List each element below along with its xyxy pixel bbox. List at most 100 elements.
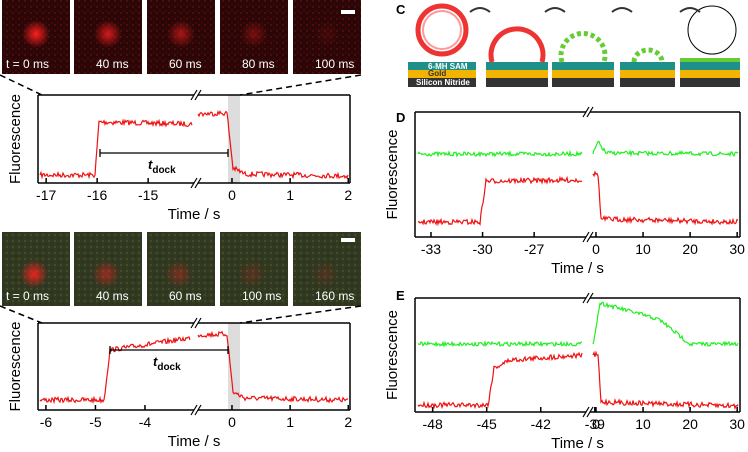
panel-label: E bbox=[396, 288, 405, 303]
axis-break bbox=[194, 317, 202, 329]
interval-label-main: t bbox=[148, 157, 153, 172]
x-tick-label: -17 bbox=[36, 187, 56, 203]
axis-break bbox=[190, 317, 198, 329]
zoom-line bbox=[0, 74, 43, 96]
x-tick-label: 0 bbox=[592, 241, 600, 257]
x-tick-label: 1 bbox=[286, 414, 294, 430]
trace-red bbox=[417, 350, 739, 410]
scale-bar bbox=[341, 10, 355, 14]
x-tick-label: 0 bbox=[228, 187, 236, 203]
fluorescent-spot bbox=[20, 260, 48, 288]
x-tick-label: 10 bbox=[635, 416, 651, 432]
zoom-line bbox=[0, 305, 43, 324]
trace-red bbox=[39, 109, 349, 180]
axis-break bbox=[190, 404, 198, 416]
axis-break bbox=[586, 231, 594, 243]
axis-break bbox=[586, 292, 594, 304]
y-axis-label: Fluorescence bbox=[384, 310, 401, 400]
axis-break bbox=[194, 89, 202, 101]
x-tick-label: 20 bbox=[682, 416, 698, 432]
axis-break bbox=[586, 106, 594, 118]
x-tick-label: -33 bbox=[421, 241, 441, 257]
fluorescent-spot bbox=[94, 20, 122, 48]
x-tick-label: 0 bbox=[592, 416, 600, 432]
trace-red bbox=[417, 170, 739, 227]
fluorescent-spot bbox=[240, 20, 268, 48]
axis-break bbox=[582, 292, 590, 304]
zoom-line bbox=[239, 305, 362, 324]
interval-label: tdock bbox=[148, 157, 176, 176]
frame-label: 160 ms bbox=[315, 289, 354, 303]
event-band bbox=[228, 95, 240, 183]
trace-green bbox=[417, 301, 739, 349]
axis-break bbox=[582, 406, 590, 418]
scale-bar bbox=[341, 238, 355, 242]
trace-red bbox=[39, 330, 349, 405]
plot: -17 -16 -15 0 1 2 Time / s Fluorescence tdock bbox=[0, 74, 362, 223]
axis-break bbox=[582, 231, 590, 243]
trace-green bbox=[417, 140, 739, 158]
frame-label: 40 ms bbox=[96, 289, 129, 303]
x-tick-label: 2 bbox=[344, 414, 352, 430]
y-axis-label: Fluorescence bbox=[384, 129, 401, 219]
x-axis-label: Time / s bbox=[168, 433, 221, 450]
x-tick-label: -45 bbox=[477, 416, 497, 432]
event-band bbox=[228, 323, 240, 410]
layer-label: 6-MH SAM bbox=[428, 62, 468, 71]
fluorescent-spot bbox=[238, 260, 266, 288]
interval-label: tdock bbox=[153, 354, 181, 373]
frame-label: t = 0 ms bbox=[6, 289, 49, 303]
x-axis-label: Time / s bbox=[168, 206, 221, 223]
x-tick-label: 30 bbox=[729, 416, 745, 432]
x-axis-label: Time / s bbox=[551, 260, 604, 277]
x-tick-label: 1 bbox=[286, 187, 294, 203]
x-tick-label: -15 bbox=[138, 187, 158, 203]
x-tick-label: -27 bbox=[524, 241, 544, 257]
frame-label: 60 ms bbox=[169, 289, 202, 303]
x-tick-label: -39 bbox=[585, 416, 605, 432]
plot: -48 -45 -42 -390 10 20 30 Time / s Fluorescence bbox=[384, 292, 745, 452]
x-tick-label: 2 bbox=[344, 187, 352, 203]
plot: -33 -30 -27 0 10 20 30 Time / s Fluorescence bbox=[384, 106, 745, 277]
frame-label: 60 ms bbox=[169, 57, 202, 71]
x-axis-label: Time / s bbox=[551, 435, 604, 452]
fluorescent-spot bbox=[311, 260, 339, 288]
x-tick-label: 10 bbox=[635, 241, 651, 257]
fluorescent-spot bbox=[92, 260, 120, 288]
fluorescent-spot bbox=[167, 20, 195, 48]
axis-break bbox=[194, 404, 202, 416]
x-tick-label: -5 bbox=[89, 414, 102, 430]
fluorescent-spot bbox=[313, 20, 341, 48]
panel-label: D bbox=[396, 110, 405, 125]
axis-break bbox=[190, 89, 198, 101]
x-tick-label: -30 bbox=[472, 241, 492, 257]
frame-label: 80 ms bbox=[242, 57, 275, 71]
fluorescent-spot bbox=[22, 20, 50, 48]
y-axis-label: Fluorescence bbox=[7, 94, 24, 184]
panel-label: C bbox=[396, 2, 406, 17]
plot: -6 -5 -4 0 1 2 Time / s Fluorescence tdock bbox=[0, 305, 362, 450]
interval-label-main: t bbox=[153, 354, 158, 369]
x-tick-label: 20 bbox=[682, 241, 698, 257]
fluorescent-spot bbox=[165, 260, 193, 288]
y-axis-label: Fluorescence bbox=[7, 321, 24, 411]
x-tick-label: 0 bbox=[228, 414, 236, 430]
frame-label: 100 ms bbox=[242, 289, 281, 303]
axis-break bbox=[194, 177, 202, 189]
axis-break bbox=[582, 106, 590, 118]
interval-label-sub: dock bbox=[157, 362, 181, 373]
x-tick-label: -42 bbox=[531, 416, 551, 432]
x-tick-label: -4 bbox=[139, 414, 152, 430]
x-tick-label: 30 bbox=[729, 241, 745, 257]
x-tick-label: -48 bbox=[423, 416, 443, 432]
frame-label: t = 0 ms bbox=[6, 57, 49, 71]
axis-break bbox=[586, 406, 594, 418]
schematic: 6-MH SAM Gold Silicon Nitride bbox=[408, 3, 740, 87]
zoom-line bbox=[239, 74, 362, 96]
frame-label: 40 ms bbox=[96, 57, 129, 71]
axis-break bbox=[190, 177, 198, 189]
interval-label-sub: dock bbox=[152, 165, 176, 176]
x-tick-label: -6 bbox=[40, 414, 53, 430]
layer-label: Silicon Nitride bbox=[416, 78, 470, 87]
